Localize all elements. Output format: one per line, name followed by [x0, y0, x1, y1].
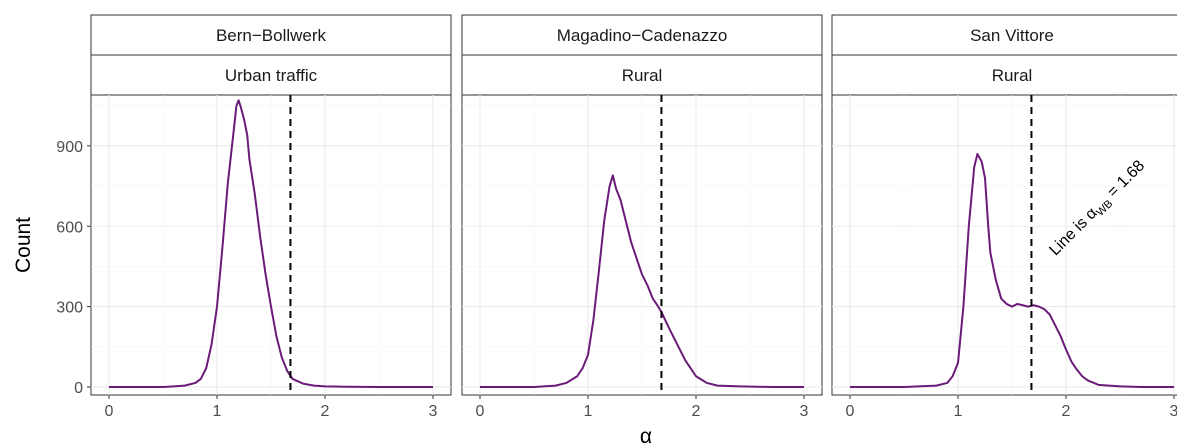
y-tick-label: 600 [56, 219, 83, 236]
x-tick-label: 1 [213, 403, 222, 420]
facet-strip-station-label: San Vittore [970, 26, 1054, 45]
facet-strip-type-label: Rural [992, 66, 1033, 85]
y-tick-label: 300 [56, 300, 83, 317]
facet-strip-station-label: Bern−Bollwerk [216, 26, 327, 45]
x-tick-label: 1 [584, 403, 593, 420]
facet-strip-type-label: Rural [622, 66, 663, 85]
facet-strip-type-bg [831, 54, 1177, 96]
series-line-2 [850, 152, 1174, 388]
facet-panel-1: Magadino−Cadenazzo Rural 0 1 2 3 [461, 14, 823, 420]
facet-panel-0: Bern−Bollwerk Urban traffic 0 1 2 3 [90, 14, 452, 420]
x-tick-label: 3 [1170, 403, 1177, 420]
facet-strip-type-bg [461, 54, 823, 96]
facet-strip-station-label: Magadino−Cadenazzo [557, 26, 728, 45]
x-tick-label: 3 [429, 403, 438, 420]
series-line-1 [480, 174, 804, 388]
plot-panel-bg [831, 94, 1177, 396]
x-tick-label: 0 [105, 403, 114, 420]
x-tick-label: 2 [1062, 403, 1071, 420]
x-tick-label: 2 [321, 403, 330, 420]
facet-strip-station-bg [90, 14, 452, 56]
x-tick-label: 0 [846, 403, 855, 420]
y-axis-title: Count [12, 217, 35, 273]
x-axis-title: α [640, 425, 652, 445]
facet-strip-type-label: Urban traffic [225, 66, 318, 85]
facet-strip-type-bg [90, 54, 452, 96]
y-tick-label: 900 [56, 139, 83, 156]
x-tick-label: 2 [692, 403, 701, 420]
x-tick-label: 1 [954, 403, 963, 420]
facet-panel-2: San Vittore Rural 0 1 2 3 [831, 14, 1177, 420]
x-tick-label: 0 [476, 403, 485, 420]
x-tick-label: 3 [800, 403, 809, 420]
y-tick-label: 0 [74, 380, 83, 397]
series-line-0 [109, 99, 433, 388]
